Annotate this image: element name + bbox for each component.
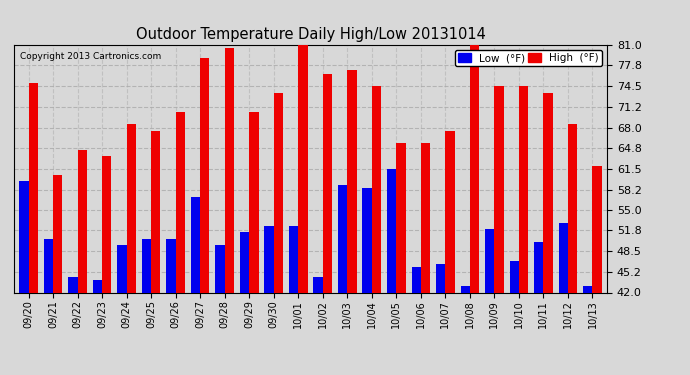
Bar bbox=[593, 166, 602, 292]
Bar bbox=[568, 124, 578, 292]
Bar bbox=[298, 45, 308, 292]
Bar bbox=[200, 58, 210, 292]
Bar bbox=[445, 130, 455, 292]
Bar bbox=[372, 86, 381, 292]
Bar bbox=[411, 267, 421, 292]
Bar bbox=[519, 86, 529, 292]
Bar bbox=[77, 150, 87, 292]
Bar bbox=[28, 83, 38, 292]
Bar bbox=[495, 86, 504, 292]
Bar bbox=[166, 238, 176, 292]
Bar bbox=[313, 277, 323, 292]
Bar bbox=[544, 93, 553, 292]
Legend: Low  (°F), High  (°F): Low (°F), High (°F) bbox=[455, 50, 602, 66]
Bar bbox=[559, 223, 568, 292]
Bar bbox=[215, 245, 225, 292]
Bar bbox=[421, 143, 430, 292]
Bar bbox=[510, 261, 519, 292]
Bar bbox=[387, 169, 396, 292]
Bar bbox=[460, 286, 470, 292]
Title: Outdoor Temperature Daily High/Low 20131014: Outdoor Temperature Daily High/Low 20131… bbox=[135, 27, 486, 42]
Bar bbox=[396, 143, 406, 292]
Bar bbox=[436, 264, 445, 292]
Bar bbox=[289, 226, 298, 292]
Bar bbox=[347, 70, 357, 292]
Bar bbox=[338, 184, 347, 292]
Bar bbox=[53, 175, 62, 292]
Bar bbox=[225, 48, 234, 292]
Bar bbox=[68, 277, 77, 292]
Bar bbox=[274, 93, 283, 292]
Text: Copyright 2013 Cartronics.com: Copyright 2013 Cartronics.com bbox=[20, 53, 161, 62]
Bar bbox=[102, 156, 111, 292]
Bar bbox=[362, 188, 372, 292]
Bar bbox=[534, 242, 544, 292]
Bar bbox=[43, 238, 53, 292]
Bar bbox=[117, 245, 126, 292]
Bar bbox=[142, 238, 151, 292]
Bar bbox=[470, 45, 479, 292]
Bar bbox=[92, 280, 102, 292]
Bar bbox=[485, 229, 495, 292]
Bar bbox=[19, 182, 28, 292]
Bar bbox=[151, 130, 161, 292]
Bar bbox=[126, 124, 136, 292]
Bar bbox=[191, 197, 200, 292]
Bar bbox=[323, 74, 332, 292]
Bar bbox=[176, 112, 185, 292]
Bar bbox=[264, 226, 274, 292]
Bar bbox=[249, 112, 259, 292]
Bar bbox=[583, 286, 593, 292]
Bar bbox=[240, 232, 249, 292]
